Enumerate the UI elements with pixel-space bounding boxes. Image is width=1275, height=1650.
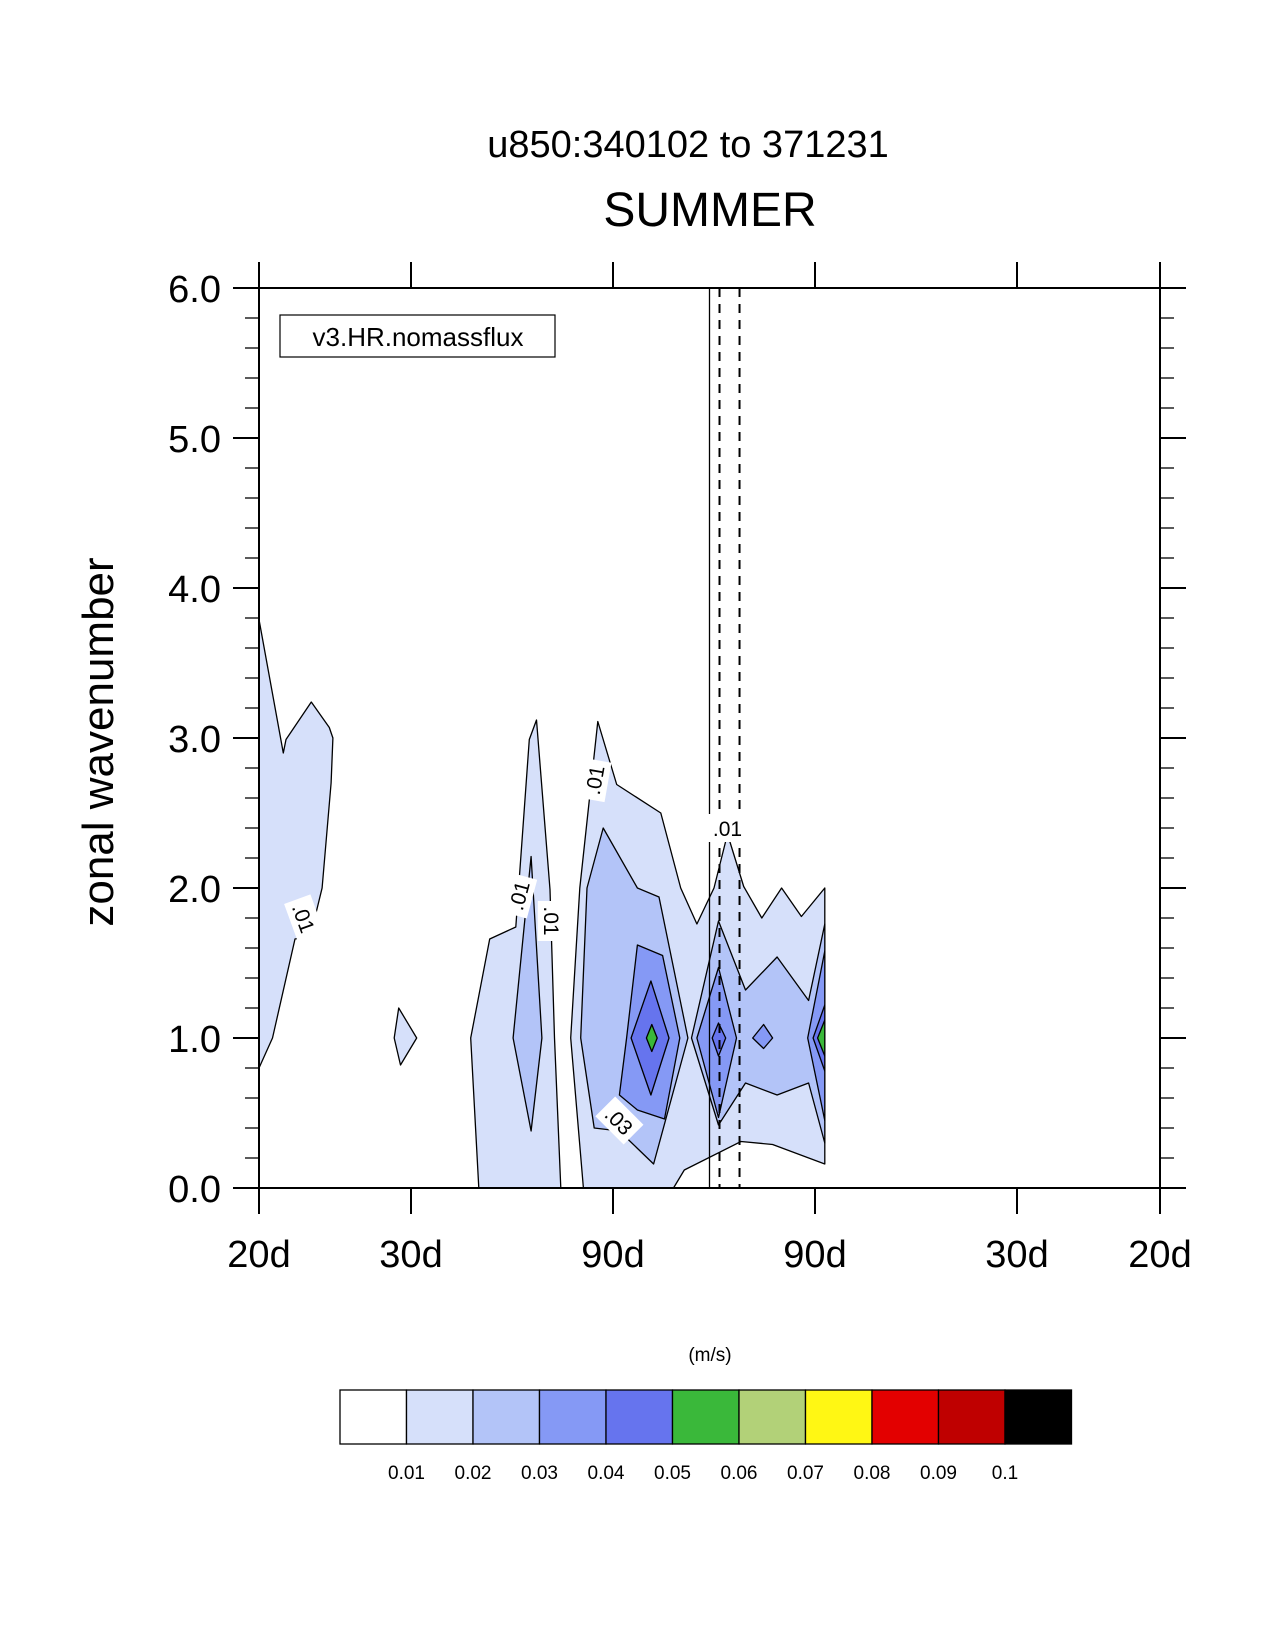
contour-label: .01 (707, 814, 748, 842)
colorbar-tick-label: 0.06 (721, 1463, 758, 1484)
contour-label-bg (707, 814, 748, 842)
contour-region (711, 1022, 727, 1057)
colorbar-tick-label: 0.08 (854, 1463, 891, 1484)
y-tick-label: 2.0 (168, 869, 221, 911)
colorbar-tick-label: 0.1 (992, 1463, 1018, 1484)
x-tick-label: 30d (379, 1234, 442, 1276)
units-label: (m/s) (688, 1345, 731, 1366)
contour-label-bg (537, 901, 566, 941)
contour-label: .01 (284, 894, 325, 942)
chart-title: SUMMER (603, 184, 816, 237)
colorbar-tick-label: 0.05 (654, 1463, 691, 1484)
colorbar-swatch (871, 1389, 940, 1445)
contour-label-bg (499, 872, 538, 919)
chart-subtitle: u850:340102 to 371231 (487, 124, 889, 166)
colorbar-swatch (937, 1389, 1006, 1445)
contour-region (816, 1019, 826, 1057)
legend-label: v3.HR.nomassflux (313, 322, 524, 352)
x-tick-label: 90d (783, 1234, 846, 1276)
contour-region (470, 719, 562, 1189)
colorbar-swatch (538, 1389, 607, 1445)
colorbar-swatch (671, 1389, 740, 1445)
colorbar-swatch (605, 1389, 674, 1445)
colorbar: 0.01 0.02 0.03 0.04 0.05 0.06 0.07 0.08 0.09 0.1 (339, 1389, 1073, 1484)
contour-label: .01 (537, 901, 566, 941)
guide-lines (708, 288, 741, 1188)
contour-label-text: .01 (582, 764, 610, 797)
y-tick-label: 6.0 (168, 269, 221, 311)
y-tick-label: 4.0 (168, 569, 221, 611)
colorbar-swatch (738, 1389, 807, 1445)
y-axis-label: zonal wavenumber (74, 557, 123, 926)
colorbar-tick-label: 0.02 (455, 1463, 492, 1484)
y-tick-label: 0.0 (168, 1169, 221, 1211)
contour-label-text: .01 (713, 818, 742, 841)
colorbar-swatch (804, 1389, 873, 1445)
y-tick-label: 3.0 (168, 719, 221, 761)
colorbar-swatch (1004, 1389, 1073, 1445)
colorbar-tick-label: 0.01 (388, 1463, 425, 1484)
contour-label-text: .01 (539, 906, 562, 935)
colorbar-swatch (472, 1389, 541, 1445)
contour-region (393, 1007, 418, 1066)
y-tick-label: 1.0 (168, 1019, 221, 1061)
contour-region (752, 1023, 774, 1050)
x-tick-label: 90d (581, 1234, 644, 1276)
x-tick-label: 20d (1128, 1234, 1191, 1276)
contour-region (258, 618, 334, 1069)
colorbar-tick-label: 0.04 (588, 1463, 625, 1484)
contour-fills (258, 618, 826, 1189)
contour-label-bg (284, 894, 325, 942)
x-tick-label: 20d (227, 1234, 290, 1276)
contour-label-bg (595, 1096, 644, 1145)
colorbar-tick-label: 0.07 (787, 1463, 824, 1484)
x-tick-label: 30d (985, 1234, 1048, 1276)
y-tick-label: 5.0 (168, 419, 221, 461)
colorbar-swatch (339, 1389, 408, 1445)
contour-region (645, 1023, 658, 1053)
legend-box (279, 314, 556, 358)
contour-label: .01 (576, 757, 612, 803)
colorbar-tick-label: 0.09 (920, 1463, 957, 1484)
contour-region (512, 855, 543, 1132)
contour-label-bg (576, 757, 612, 803)
colorbar-tick-label: 0.03 (521, 1463, 558, 1484)
colorbar-swatch (405, 1389, 474, 1445)
